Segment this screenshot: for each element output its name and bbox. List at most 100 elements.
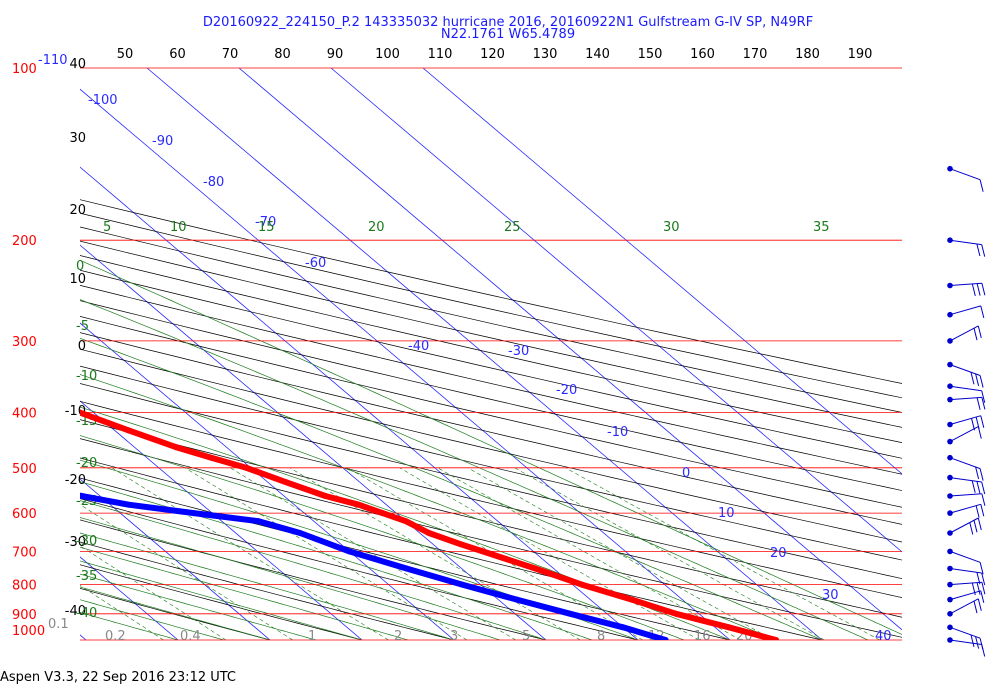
dry-adiabat-line <box>80 316 902 508</box>
wind-barb-flag <box>971 283 976 297</box>
dewpoint-point <box>190 510 197 517</box>
wind-barb-flag <box>981 493 986 506</box>
dry-adiabat-line <box>80 564 363 640</box>
theta-label: 15 <box>258 220 275 235</box>
wind-barb-staff <box>949 396 982 401</box>
chart-title: D20160922_224150_P.2 143335032 hurricane… <box>202 15 814 30</box>
wind-barb-dot <box>947 530 953 536</box>
top-tick-label: 190 <box>848 47 873 62</box>
left-temp-label: 0 <box>78 339 86 354</box>
mixing-ratio-label: 3 <box>450 629 458 644</box>
mixing-ratio-label: 8 <box>597 629 605 644</box>
top-tick-label: 70 <box>222 47 239 62</box>
sounding-traces <box>43 397 779 640</box>
temperature-point <box>457 541 464 548</box>
wind-barb-flag <box>981 644 986 657</box>
dry-adiabat-line <box>80 226 902 413</box>
dewpoint-point <box>620 624 626 631</box>
moist-adiabat-line <box>80 435 685 640</box>
left-temp-label: -20 <box>65 473 86 488</box>
wind-barb-flag <box>977 325 982 339</box>
dry-adiabat-line <box>80 269 902 459</box>
dry-adiabat-line <box>80 199 902 384</box>
wind-barb <box>947 282 986 297</box>
wind-barb-dot <box>947 311 953 318</box>
temperature-point <box>355 501 362 508</box>
left-temp-label: 10 <box>69 272 86 287</box>
wind-barb-flag <box>981 390 986 403</box>
top-tick-label: 180 <box>795 47 820 62</box>
theta-label: 20 <box>368 220 385 235</box>
wind-barb-flag <box>980 305 985 319</box>
dry-adiabat-line <box>80 383 902 579</box>
dry-adiabat-line <box>80 541 455 640</box>
mixing-ratio-line <box>347 467 643 640</box>
left-temp-label: -40 <box>65 604 86 619</box>
wind-barb <box>947 503 985 518</box>
wind-barb-dot <box>947 548 953 555</box>
pressure-tick-label: 1000 <box>12 624 45 639</box>
wind-barb-staff <box>949 385 982 392</box>
dewpoint-point <box>80 493 85 499</box>
top-tick-label: 160 <box>690 47 715 62</box>
dry-adiabat-line <box>80 419 902 618</box>
wind-barb-flag <box>981 397 986 410</box>
dry-adiabat-line <box>80 365 902 561</box>
wind-barb-flag <box>981 481 986 495</box>
isotherm-label: -80 <box>203 175 224 190</box>
moist-adiabat-line <box>80 532 455 640</box>
temperature-point <box>425 530 432 536</box>
wind-barb <box>947 325 982 344</box>
temperature-point <box>80 409 83 416</box>
wind-barb-dot <box>947 493 953 499</box>
pressure-tick-label: 900 <box>12 608 37 623</box>
temperature-point <box>283 479 290 486</box>
wind-barb-dot <box>947 421 953 428</box>
top-tick-label: 80 <box>274 47 291 62</box>
temperature-point <box>322 493 329 499</box>
moist-adiabat-line <box>80 560 363 640</box>
footer-text: Aspen V3.3, 22 Sep 2016 23:12 UTC <box>0 670 237 685</box>
dry-adiabat-line <box>80 498 639 640</box>
temperature-trace <box>80 409 779 640</box>
temperature-point <box>43 397 49 403</box>
isotherm-line <box>80 88 731 640</box>
wind-barb <box>947 426 982 445</box>
moist-adiabat-line <box>80 337 823 640</box>
wind-barb-dot <box>947 338 953 344</box>
wind-barb <box>947 305 985 319</box>
wind-barb-flag <box>981 582 986 595</box>
chart-subtitle: N22.1761 W65.4789 <box>440 27 576 42</box>
wind-barb-staff <box>949 282 982 286</box>
wind-barb-flag <box>975 466 980 480</box>
dewpoint-point <box>513 596 520 603</box>
temperature-point <box>532 565 539 572</box>
wind-barb-staff <box>949 598 979 615</box>
moist-adiabat-line <box>80 517 501 640</box>
pressure-tick-label: 300 <box>12 335 37 350</box>
wind-barb <box>947 361 984 388</box>
temperature-point <box>578 581 585 588</box>
wind-barb-flag <box>980 590 985 603</box>
wind-barb-staff <box>949 426 979 443</box>
dewpoint-point <box>297 530 304 536</box>
wind-barb-dot <box>947 454 953 461</box>
wind-barb <box>947 581 986 596</box>
wind-barb-dot <box>947 565 953 572</box>
theta-label: 25 <box>504 220 521 235</box>
wind-barb <box>947 598 982 617</box>
isotherm-label: -10 <box>607 425 628 440</box>
wind-barb-staff <box>949 239 982 246</box>
temperature-point <box>402 518 409 525</box>
moist-adiabat-label: 0 <box>76 259 84 274</box>
wind-barb-flag <box>976 481 981 494</box>
wind-barb-flag <box>980 504 985 517</box>
wind-barb-flag <box>975 636 980 649</box>
moist-adiabat-line <box>80 374 777 640</box>
wind-barb-dot <box>947 396 953 403</box>
wind-barb-flag <box>971 418 975 431</box>
pressure-tick-label: 200 <box>12 234 37 249</box>
temperature-point <box>479 548 486 555</box>
pressure-tick-label: 500 <box>12 462 37 477</box>
wind-barb-staff <box>949 590 981 601</box>
